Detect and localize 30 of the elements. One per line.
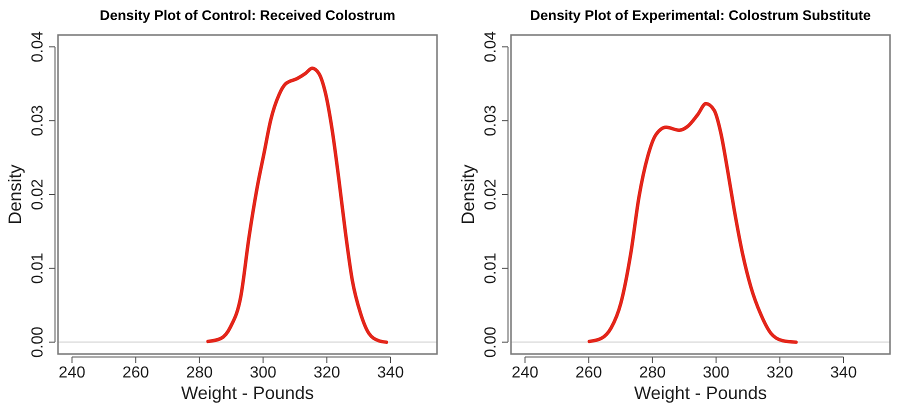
y-tick-label: 0.04	[30, 31, 47, 62]
y-tick-label: 0.03	[30, 104, 47, 136]
y-tick-label: 0.02	[482, 178, 500, 210]
chart-title: Density Plot of Control: Received Colostrum	[100, 7, 396, 23]
x-tick-label: 260	[575, 364, 602, 382]
y-tick-label: 0.03	[482, 104, 500, 136]
x-tick-label: 300	[250, 364, 277, 382]
y-tick-label: 0.01	[30, 252, 47, 284]
y-axis-title: Density	[5, 164, 25, 225]
x-tick-label: 340	[377, 364, 404, 382]
chart-title: Density Plot of Experimental: Colostrum Substitute	[530, 7, 872, 23]
x-tick-label: 320	[313, 364, 340, 382]
x-tick-label: 340	[830, 364, 857, 382]
y-tick-label: 0.02	[30, 178, 47, 210]
y-axis-title: Density	[458, 164, 478, 225]
x-tick-label: 280	[186, 364, 213, 382]
y-tick-label: 0.00	[482, 326, 500, 358]
y-tick-label: 0.00	[30, 326, 47, 358]
line-series	[588, 102, 798, 344]
x-tick-label: 320	[766, 364, 794, 382]
y-tick-label: 0.01	[482, 252, 500, 284]
line-series	[206, 66, 388, 344]
x-tick-label: 300	[702, 364, 730, 382]
y-tick-label: 0.04	[482, 31, 500, 62]
x-axis-title: Weight - Pounds	[634, 383, 767, 403]
x-tick-label: 240	[58, 364, 86, 382]
x-tick-label: 260	[122, 364, 150, 382]
x-axis-title: Weight - Pounds	[181, 383, 314, 403]
x-tick-label: 240	[512, 364, 538, 382]
x-tick-label: 280	[639, 364, 666, 382]
